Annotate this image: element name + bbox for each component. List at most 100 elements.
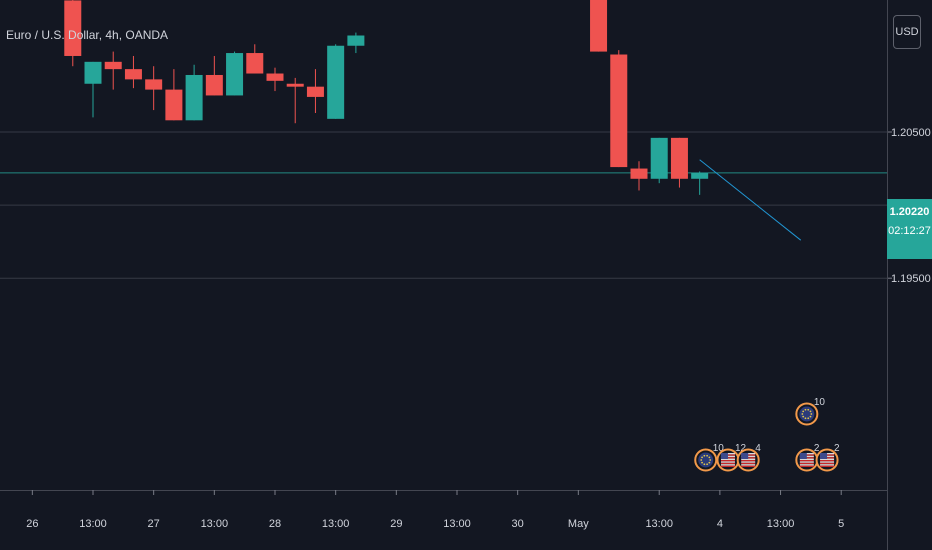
flag-stripe-light xyxy=(799,458,814,460)
flag-star xyxy=(804,417,807,420)
candle-body xyxy=(590,0,608,52)
candle-body xyxy=(670,137,688,179)
candle-up[interactable] xyxy=(691,171,709,195)
event-count: 10 xyxy=(814,397,826,408)
candle-down[interactable] xyxy=(306,69,324,113)
candle-up[interactable] xyxy=(347,32,365,54)
flag-canton xyxy=(799,453,807,459)
flag-stripe-red xyxy=(741,460,756,462)
flag-field xyxy=(698,452,714,468)
candle-up[interactable] xyxy=(84,61,102,118)
x-tick-label: 26 xyxy=(26,518,38,530)
flag-star xyxy=(701,461,703,464)
flag-star xyxy=(703,454,706,457)
candle-down[interactable] xyxy=(670,137,688,188)
x-tick-label: 29 xyxy=(390,518,402,530)
candle-body xyxy=(347,35,365,46)
event-marker-us[interactable]: 4 xyxy=(736,443,762,472)
flag-canton xyxy=(741,453,749,459)
candle-down[interactable] xyxy=(630,161,648,191)
event-marker-eu[interactable]: 10 xyxy=(795,397,826,426)
flag-stripe-light xyxy=(820,458,835,460)
event-count: 12 xyxy=(735,443,747,454)
candle-body xyxy=(145,79,163,90)
x-tick-label: 28 xyxy=(269,518,281,530)
flag-stripe-light xyxy=(720,464,735,466)
last-price-tag: 1.20220 02:12:27 xyxy=(887,199,932,259)
x-tick-label: 30 xyxy=(512,518,524,530)
candle-down[interactable] xyxy=(165,69,183,121)
candle-down[interactable] xyxy=(246,44,264,74)
candle-up[interactable] xyxy=(185,64,203,121)
flag-canton xyxy=(720,453,728,459)
candle-down[interactable] xyxy=(104,51,122,90)
candle-up[interactable] xyxy=(226,51,244,96)
candle-body xyxy=(104,61,122,70)
candle-up[interactable] xyxy=(327,44,345,119)
candle-up[interactable] xyxy=(650,137,668,184)
flag-stripe-red xyxy=(820,460,835,462)
flag-star xyxy=(801,413,804,415)
candle-body xyxy=(84,61,102,84)
x-tick-label: 13:00 xyxy=(443,518,471,530)
flag-stripe-red xyxy=(799,460,814,462)
last-price-value: 1.20220 xyxy=(889,206,930,218)
candle-down[interactable] xyxy=(205,55,223,96)
flag-stripe-light xyxy=(820,461,835,463)
currency-button[interactable]: USD xyxy=(893,15,921,49)
candle-body xyxy=(327,45,345,119)
symbol-title: Euro / U.S. Dollar, 4h, OANDA xyxy=(6,28,169,42)
us-flag-icon xyxy=(741,453,756,467)
flag-star xyxy=(708,461,711,464)
x-tick-label: 13:00 xyxy=(79,518,107,530)
flag-stripe-red xyxy=(720,465,735,467)
flag-star xyxy=(809,415,812,418)
candle-down[interactable] xyxy=(590,0,608,52)
event-count: 2 xyxy=(834,443,840,454)
flag-star xyxy=(804,408,807,411)
candle-body xyxy=(226,53,244,96)
flag-stripe-red xyxy=(799,465,814,467)
flag-field xyxy=(799,406,815,422)
us-flag-icon xyxy=(820,453,835,467)
flag-stripe-red xyxy=(820,462,835,465)
flag-stripe-red xyxy=(720,460,735,462)
candle-down[interactable] xyxy=(124,55,142,89)
event-count: 4 xyxy=(755,443,761,454)
x-tick-label: 27 xyxy=(148,518,160,530)
candle-down[interactable] xyxy=(610,50,628,168)
flag-star xyxy=(709,459,712,461)
event-marker-us[interactable]: 2 xyxy=(815,443,841,472)
flag-stripe-red xyxy=(741,462,756,465)
trendline[interactable] xyxy=(699,159,802,241)
candle-down[interactable] xyxy=(64,0,82,67)
flag-star xyxy=(701,456,703,459)
event-marker-eu[interactable]: 10 xyxy=(694,443,724,472)
candle-body xyxy=(165,89,183,121)
flag-star xyxy=(706,463,709,466)
x-tick-label: 13:00 xyxy=(645,518,673,530)
candle-body xyxy=(205,74,223,96)
flag-stripe-light xyxy=(799,461,814,463)
flag-canton xyxy=(820,453,828,459)
x-tick-label: 4 xyxy=(717,518,723,530)
candle-body xyxy=(286,83,304,87)
flag-stripe-light xyxy=(741,458,756,460)
us-flag-icon xyxy=(799,453,814,467)
candle-body xyxy=(691,172,709,179)
flag-star xyxy=(802,410,805,413)
bar-countdown: 02:12:27 xyxy=(888,225,931,237)
x-tick-label: 13:00 xyxy=(201,518,229,530)
candle-down[interactable] xyxy=(266,67,284,92)
candle-down[interactable] xyxy=(286,77,304,124)
candle-body xyxy=(185,74,203,121)
flag-stripe-light xyxy=(741,464,756,466)
y-tick-label: 1.19500 xyxy=(891,273,931,285)
candle-down[interactable] xyxy=(145,66,163,111)
event-marker-us[interactable]: 2 xyxy=(795,443,820,472)
flag-stripe-red xyxy=(720,462,735,465)
grid-layer xyxy=(0,131,887,279)
flag-star xyxy=(807,408,810,411)
